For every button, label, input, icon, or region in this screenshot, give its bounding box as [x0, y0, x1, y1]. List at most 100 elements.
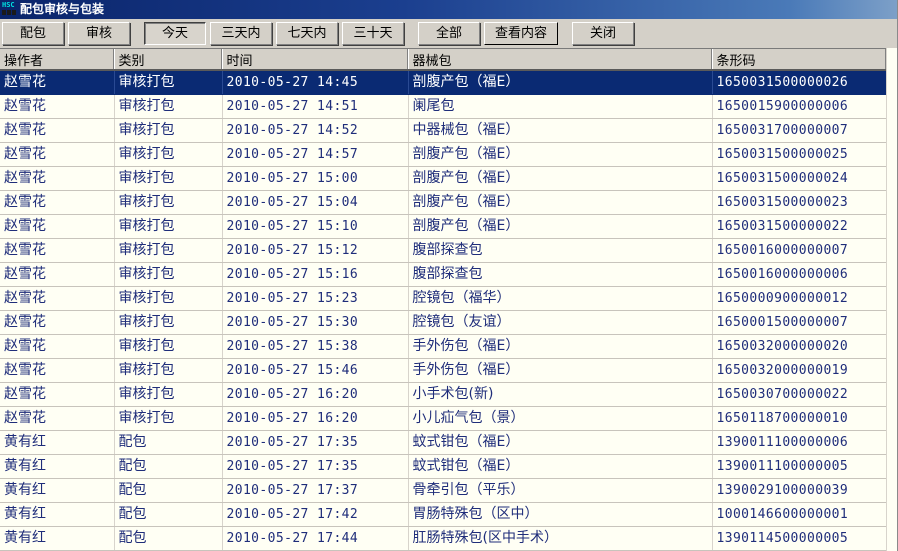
cell-package: 肛肠特殊包(区中手术） — [408, 526, 713, 551]
tab-peibao[interactable]: 配包 — [2, 22, 64, 45]
cell-time: 2010-05-27 14:45 — [222, 70, 409, 95]
cell-time: 2010-05-27 15:04 — [222, 190, 409, 215]
table-row[interactable]: 赵雪花 审核打包 2010-05-27 15:12 腹部探查包 165001600000… — [0, 238, 887, 263]
cell-time: 2010-05-27 17:37 — [222, 478, 409, 503]
filter-seven-days[interactable]: 七天内 — [276, 22, 338, 45]
cell-time: 2010-05-27 16:20 — [222, 382, 409, 407]
cell-operator: 赵雪花 — [0, 166, 115, 191]
cell-time: 2010-05-27 15:10 — [222, 214, 409, 239]
cell-barcode: 1650016000000006 — [712, 262, 887, 287]
cell-operator: 赵雪花 — [0, 118, 115, 143]
cell-operator: 赵雪花 — [0, 238, 115, 263]
table-row[interactable]: 赵雪花 审核打包 2010-05-27 15:46 手外伤包（福E） 165003200… — [0, 358, 887, 383]
cell-operator: 黄有红 — [0, 478, 115, 503]
cell-time: 2010-05-27 17:44 — [222, 526, 409, 551]
table-row[interactable]: 赵雪花 审核打包 2010-05-27 15:23 腔镜包（福华） 1650000900… — [0, 286, 887, 311]
table-row[interactable]: 赵雪花 审核打包 2010-05-27 14:52 中器械包（福E） 165003170… — [0, 118, 887, 143]
data-grid[interactable]: 操作者 类别 时间 器械包 条形码 赵雪花 审核打包 2010-05-27 14:4… — [0, 48, 898, 551]
cell-category: 审核打包 — [114, 262, 223, 287]
cell-barcode: 1650015900000006 — [712, 94, 887, 119]
cell-package: 小儿疝气包（景） — [408, 406, 713, 431]
cell-time: 2010-05-27 15:12 — [222, 238, 409, 263]
filter-all[interactable]: 全部 — [418, 22, 480, 45]
cell-package: 小手术包(新) — [408, 382, 713, 407]
filter-three-days[interactable]: 三天内 — [210, 22, 272, 45]
table-row[interactable]: 赵雪花 审核打包 2010-05-27 16:20 小儿疝气包（景） 165011870… — [0, 406, 887, 431]
cell-operator: 赵雪花 — [0, 142, 115, 167]
cell-category: 审核打包 — [114, 334, 223, 359]
cell-time: 2010-05-27 15:23 — [222, 286, 409, 311]
table-row[interactable]: 赵雪花 审核打包 2010-05-27 15:10 剖腹产包（福E） 165003150… — [0, 214, 887, 239]
hsc-icon-text: HSC — [2, 1, 15, 9]
cell-package: 腔镜包（福华） — [408, 286, 713, 311]
cell-category: 审核打包 — [114, 142, 223, 167]
table-row[interactable]: 黄有红 配包 2010-05-27 17:35 蚊式钳包（福E） 13900111000… — [0, 430, 887, 455]
table-row[interactable]: 赵雪花 审核打包 2010-05-27 15:00 剖腹产包（福E） 165003150… — [0, 166, 887, 191]
cell-package: 蚊式钳包（福E） — [408, 454, 713, 479]
cell-barcode: 1390011100000006 — [712, 430, 887, 455]
cell-package: 胃肠特殊包（区中） — [408, 502, 713, 527]
cell-barcode: 1650031500000023 — [712, 190, 887, 215]
cell-category: 审核打包 — [114, 94, 223, 119]
cell-package: 剖腹产包（福E） — [408, 214, 713, 239]
cell-barcode: 1650000900000012 — [712, 286, 887, 311]
cell-package: 中器械包（福E） — [408, 118, 713, 143]
filter-thirty-days[interactable]: 三十天 — [342, 22, 404, 45]
table-row[interactable]: 赵雪花 审核打包 2010-05-27 14:51 阑尾包 16500159000000… — [0, 94, 887, 119]
close-button[interactable]: 关闭 — [572, 22, 634, 45]
cell-time: 2010-05-27 15:00 — [222, 166, 409, 191]
column-header-category[interactable]: 类别 — [114, 49, 223, 71]
column-header-operator[interactable]: 操作者 — [0, 49, 115, 71]
toolbar: 配包 审核 今天 三天内 七天内 三十天 全部 查看内容 关闭 — [0, 19, 898, 48]
table-row[interactable]: 赵雪花 审核打包 2010-05-27 15:04 剖腹产包（福E） 165003150… — [0, 190, 887, 215]
table-row[interactable]: 赵雪花 审核打包 2010-05-27 15:30 腔镜包（友谊） 1650001500… — [0, 310, 887, 335]
cell-barcode: 1390114500000005 — [712, 526, 887, 551]
cell-package: 剖腹产包（福E） — [408, 70, 713, 95]
table-row[interactable]: 赵雪花 审核打包 2010-05-27 14:57 剖腹产包（福E） 165003150… — [0, 142, 887, 167]
table-row[interactable]: 赵雪花 审核打包 2010-05-27 15:16 腹部探查包 165001600000… — [0, 262, 887, 287]
cell-barcode: 1650032000000019 — [712, 358, 887, 383]
table-row[interactable]: 黄有红 配包 2010-05-27 17:37 骨牵引包（平乐） 13900291000… — [0, 478, 887, 503]
grid-right-gutter — [886, 48, 898, 551]
cell-operator: 赵雪花 — [0, 262, 115, 287]
cell-operator: 赵雪花 — [0, 190, 115, 215]
cell-category: 审核打包 — [114, 286, 223, 311]
cell-operator: 赵雪花 — [0, 310, 115, 335]
cell-operator: 赵雪花 — [0, 286, 115, 311]
cell-category: 审核打包 — [114, 70, 223, 95]
view-content-button[interactable]: 查看内容 — [484, 22, 558, 45]
cell-category: 配包 — [114, 430, 223, 455]
cell-category: 配包 — [114, 454, 223, 479]
table-row[interactable]: 赵雪花 审核打包 2010-05-27 16:20 小手术包(新) 1650030700… — [0, 382, 887, 407]
cell-package: 阑尾包 — [408, 94, 713, 119]
cell-barcode: 1650031700000007 — [712, 118, 887, 143]
cell-time: 2010-05-27 16:20 — [222, 406, 409, 431]
table-header-row: 操作者 类别 时间 器械包 条形码 — [0, 49, 887, 71]
cell-category: 审核打包 — [114, 310, 223, 335]
hsc-app-icon: HSC — [2, 2, 18, 17]
cell-time: 2010-05-27 15:16 — [222, 262, 409, 287]
cell-package: 腹部探查包 — [408, 262, 713, 287]
column-header-package[interactable]: 器械包 — [408, 49, 713, 71]
cell-time: 2010-05-27 17:35 — [222, 430, 409, 455]
table-row[interactable]: 黄有红 配包 2010-05-27 17:35 蚊式钳包（福E） 13900111000… — [0, 454, 887, 479]
filter-today[interactable]: 今天 — [144, 22, 206, 45]
table-row[interactable]: 黄有红 配包 2010-05-27 17:44 肛肠特殊包(区中手术） 13901145… — [0, 526, 887, 551]
column-header-time[interactable]: 时间 — [222, 49, 409, 71]
cell-category: 审核打包 — [114, 118, 223, 143]
cell-operator: 赵雪花 — [0, 358, 115, 383]
cell-time: 2010-05-27 14:52 — [222, 118, 409, 143]
tab-shenhe[interactable]: 审核 — [68, 22, 130, 45]
cell-operator: 赵雪花 — [0, 382, 115, 407]
cell-time: 2010-05-27 14:51 — [222, 94, 409, 119]
cell-package: 腔镜包（友谊） — [408, 310, 713, 335]
cell-category: 审核打包 — [114, 214, 223, 239]
title-bar: HSC 配包审核与包装 — [0, 0, 898, 19]
cell-barcode: 1650032000000020 — [712, 334, 887, 359]
table-row[interactable]: 赵雪花 审核打包 2010-05-27 14:45 剖腹产包（福E） 165003150… — [0, 70, 887, 95]
cell-package: 剖腹产包（福E） — [408, 190, 713, 215]
cell-package: 剖腹产包（福E） — [408, 166, 713, 191]
column-header-barcode[interactable]: 条形码 — [712, 49, 887, 71]
table-row[interactable]: 赵雪花 审核打包 2010-05-27 15:38 手外伤包（福E） 165003200… — [0, 334, 887, 359]
table-row[interactable]: 黄有红 配包 2010-05-27 17:42 胃肠特殊包（区中） 1000146600… — [0, 502, 887, 527]
